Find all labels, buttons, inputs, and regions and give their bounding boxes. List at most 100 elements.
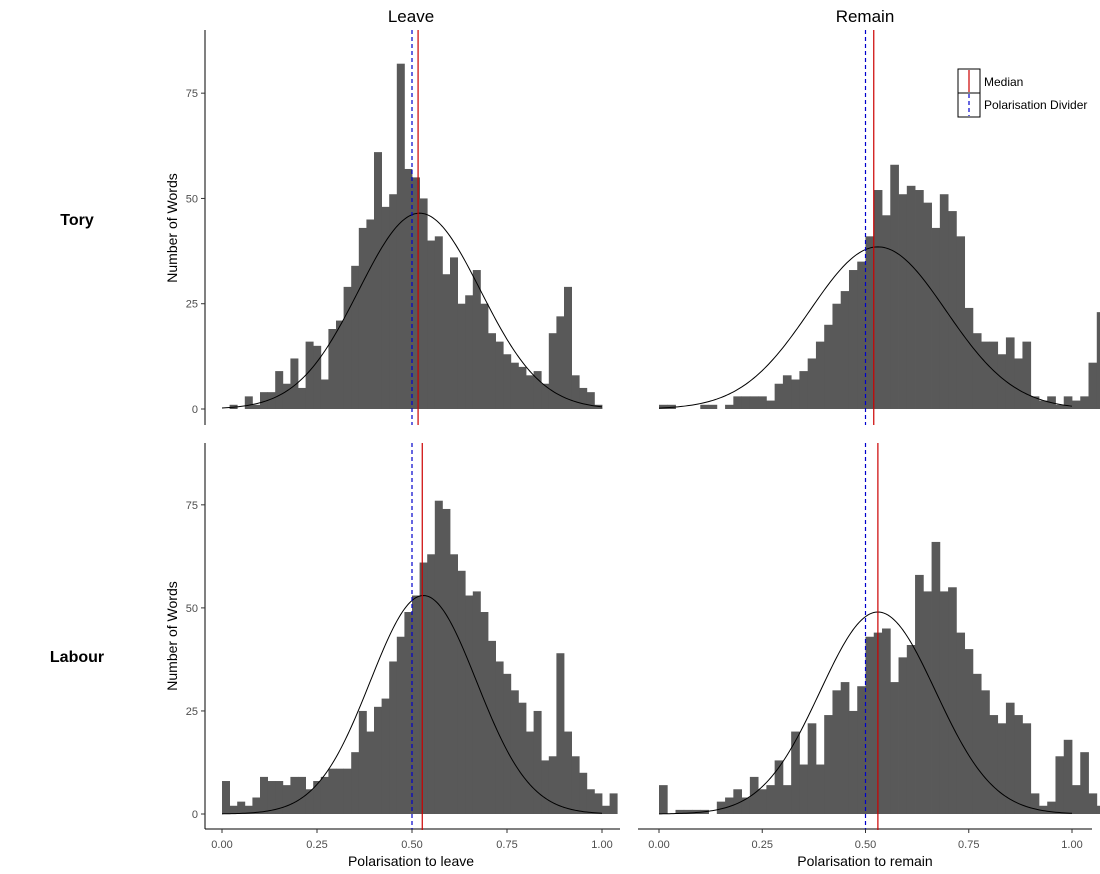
x-tick-label: 0.50: [401, 839, 422, 851]
histogram-bar: [442, 274, 451, 409]
histogram-bar: [571, 756, 580, 814]
x-tick-label: 0.00: [648, 839, 669, 851]
column-title-remain: Remain: [836, 7, 895, 26]
histogram-bar: [434, 236, 443, 409]
histogram-bar: [556, 653, 565, 814]
histogram-bar: [404, 612, 413, 814]
histogram-bar: [229, 805, 238, 814]
histogram-bar: [766, 785, 776, 814]
histogram-bar: [503, 673, 512, 814]
histogram-bar: [343, 768, 352, 814]
histogram-bar: [533, 371, 542, 409]
histogram-bar: [815, 764, 825, 814]
histogram-bar: [427, 240, 436, 409]
histogram-bar: [457, 570, 466, 814]
histogram-bar: [807, 358, 817, 409]
histogram-bar: [832, 690, 842, 814]
histogram-bar: [708, 404, 718, 409]
histogram-bar: [412, 595, 420, 814]
histogram-bar: [396, 636, 405, 814]
histogram-bar: [824, 324, 833, 409]
histogram-bar: [374, 706, 382, 814]
histogram-bar: [725, 404, 734, 409]
histogram-bar: [305, 341, 314, 409]
histogram-bar: [1005, 702, 1015, 814]
histogram-bar: [351, 752, 360, 814]
histogram-bar: [465, 595, 474, 814]
histogram-bar: [733, 396, 742, 409]
histogram-bar: [275, 371, 284, 409]
histogram-bar: [472, 591, 481, 814]
y-tick-label: 25: [186, 299, 198, 311]
histogram-bar: [260, 392, 268, 409]
histogram-bar: [222, 781, 230, 814]
histogram-bar: [472, 270, 481, 409]
histogram-bar: [948, 587, 957, 814]
histogram-bar: [290, 776, 299, 814]
histogram-bar: [1014, 715, 1023, 814]
histogram-bar: [741, 396, 751, 409]
histogram-bar: [890, 164, 899, 409]
histogram-bar: [848, 270, 858, 409]
histogram-bar: [267, 392, 276, 409]
histogram-bar: [237, 801, 246, 814]
histogram-bar: [579, 387, 588, 409]
histogram-bar: [1022, 341, 1032, 409]
histogram-bar: [675, 809, 685, 814]
histogram-bar: [939, 591, 949, 814]
histogram-bar: [419, 562, 428, 814]
histogram-bar: [1005, 337, 1015, 409]
histogram-bar: [564, 731, 572, 814]
histogram-bar: [997, 723, 1007, 814]
histogram-bar: [526, 731, 534, 814]
histogram-bar: [389, 661, 398, 814]
histogram-bar: [758, 789, 767, 814]
histogram-bar: [381, 698, 390, 814]
histogram-bar: [1063, 396, 1073, 409]
histogram-bar: [865, 636, 875, 814]
histogram-bar: [807, 723, 817, 814]
histogram-bar: [923, 591, 932, 814]
histogram-bar: [556, 316, 565, 409]
histogram-bar: [358, 227, 367, 409]
row-label-tory: Tory: [60, 212, 94, 229]
histogram-bar: [873, 190, 883, 409]
panel-tory-remain: [658, 30, 1100, 425]
histogram-bar: [981, 690, 990, 814]
histogram-bar: [733, 789, 742, 814]
histogram-bar: [366, 219, 375, 409]
histogram-bar: [931, 541, 941, 814]
histogram-bar: [1030, 793, 1040, 814]
x-tick-label: 0.75: [958, 839, 979, 851]
histogram-bar: [518, 702, 527, 814]
histogram-bar: [997, 354, 1007, 409]
histogram-bar: [381, 206, 390, 409]
histogram-bar: [298, 387, 306, 409]
histogram-bar: [518, 366, 527, 409]
histogram-bar: [906, 644, 916, 814]
histogram-bar: [956, 236, 966, 409]
histogram-bar: [882, 628, 891, 814]
x-tick-label: 0.75: [496, 839, 517, 851]
histogram-bar: [427, 554, 436, 814]
histogram-bar: [749, 776, 759, 814]
histogram-bar: [336, 320, 344, 409]
histogram-bar: [1055, 756, 1065, 814]
histogram-bar: [313, 781, 322, 814]
histogram-bar: [465, 295, 474, 409]
histogram-bar: [1088, 793, 1098, 814]
histogram-bar: [692, 809, 701, 814]
histogram-bar: [774, 383, 784, 409]
histogram-bar: [541, 383, 550, 409]
histogram-bar: [526, 375, 534, 409]
histogram-bar: [480, 612, 489, 814]
histogram-bar: [1030, 396, 1040, 409]
histogram-bar: [586, 789, 595, 814]
y-tick-label: 0: [192, 404, 198, 416]
y-tick-label: 50: [186, 193, 198, 205]
histogram-bar: [981, 341, 990, 409]
histogram-bar: [336, 768, 344, 814]
x-tick-label: 0.25: [306, 839, 327, 851]
histogram-bar: [260, 776, 268, 814]
histogram-bar: [548, 333, 557, 409]
